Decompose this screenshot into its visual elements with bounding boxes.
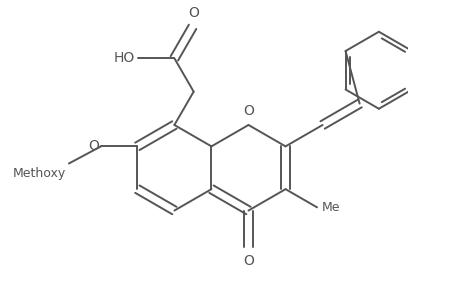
Text: O: O [188,6,199,20]
Text: Me: Me [321,201,339,214]
Text: O: O [88,140,99,153]
Text: O: O [242,254,253,268]
Text: O: O [242,104,253,118]
Text: Methoxy: Methoxy [12,167,65,180]
Text: HO: HO [113,51,134,65]
